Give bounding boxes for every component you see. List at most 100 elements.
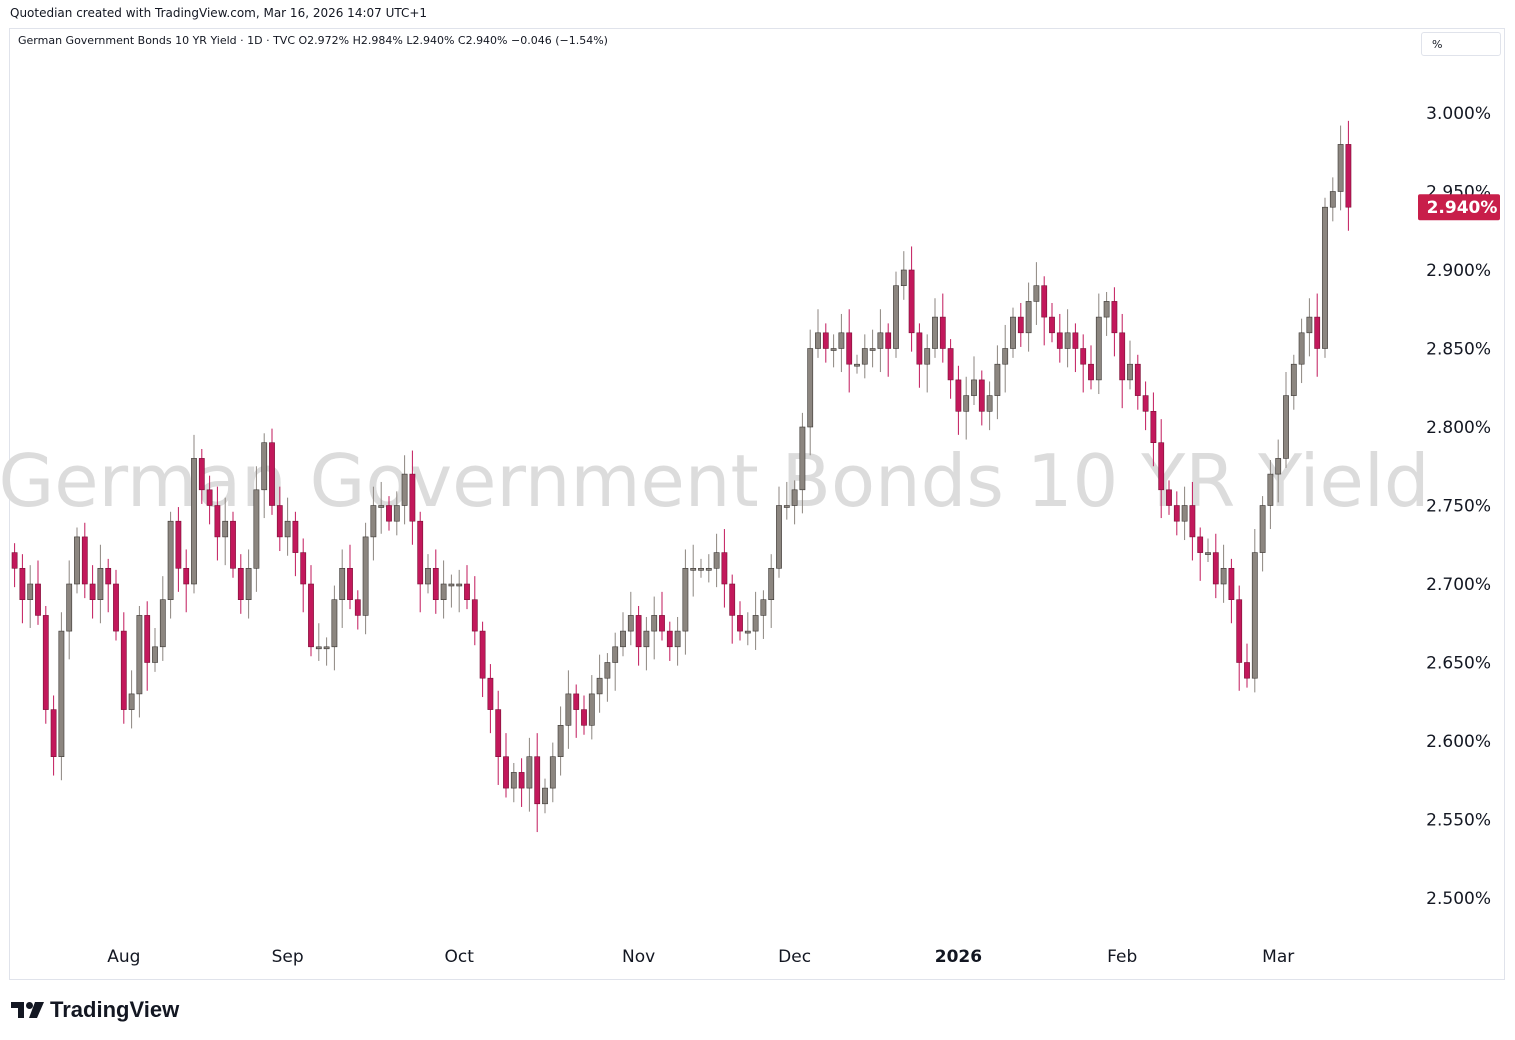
candle-body[interactable] <box>643 630 650 648</box>
candle-body[interactable] <box>378 505 385 508</box>
candle-body[interactable] <box>752 615 759 632</box>
candle-body[interactable] <box>81 536 88 585</box>
candle-body[interactable] <box>1088 363 1094 381</box>
candle-body[interactable] <box>183 567 190 585</box>
candle-body[interactable] <box>97 567 104 600</box>
candle-body[interactable] <box>690 567 697 571</box>
candle-body[interactable] <box>518 772 525 789</box>
candle-body[interactable] <box>893 285 899 349</box>
candle-body[interactable] <box>854 363 860 367</box>
candle-body[interactable] <box>776 505 782 569</box>
candle-body[interactable] <box>651 615 658 632</box>
candle-body[interactable] <box>74 536 80 585</box>
candle-body[interactable] <box>1337 144 1344 192</box>
candle-body[interactable] <box>807 348 814 428</box>
candle-body[interactable] <box>1306 316 1313 334</box>
candle-body[interactable] <box>1329 191 1336 208</box>
candle-body[interactable] <box>596 677 603 695</box>
candle-body[interactable] <box>705 567 712 571</box>
candle-body[interactable] <box>908 269 915 334</box>
candle-body[interactable] <box>58 630 65 757</box>
candle-body[interactable] <box>1173 505 1180 522</box>
candle-body[interactable] <box>760 599 767 616</box>
candle-body[interactable] <box>1072 332 1079 349</box>
candle-body[interactable] <box>27 583 34 600</box>
candle-body[interactable] <box>573 693 580 710</box>
candle-body[interactable] <box>276 505 283 538</box>
candle-body[interactable] <box>510 772 517 789</box>
candle-body[interactable] <box>1189 505 1196 538</box>
candle-body[interactable] <box>1025 301 1032 334</box>
candle-body[interactable] <box>113 583 119 632</box>
candle-body[interactable] <box>159 599 166 648</box>
candle-body[interactable] <box>666 630 673 648</box>
candle-body[interactable] <box>1228 567 1235 600</box>
candle-body[interactable] <box>1158 442 1165 491</box>
candle-body[interactable] <box>464 583 470 600</box>
candle-body[interactable] <box>1002 348 1009 365</box>
candle-body[interactable] <box>526 756 533 789</box>
candle-body[interactable] <box>1197 536 1204 553</box>
candle-body[interactable] <box>308 583 314 648</box>
candle-body[interactable] <box>971 379 977 396</box>
candle-body[interactable] <box>1033 285 1040 302</box>
candle-body[interactable] <box>50 709 57 757</box>
candle-body[interactable] <box>635 615 642 648</box>
candle-body[interactable] <box>947 348 954 381</box>
candle-body[interactable] <box>432 567 439 600</box>
candle-body[interactable] <box>331 599 338 648</box>
candle-body[interactable] <box>861 348 868 365</box>
candle-body[interactable] <box>136 615 143 695</box>
candle-body[interactable] <box>11 552 18 569</box>
candle-body[interactable] <box>237 567 244 600</box>
candle-body[interactable] <box>1251 552 1258 679</box>
candle-body[interactable] <box>1103 301 1110 318</box>
candle-body[interactable] <box>1345 144 1352 208</box>
candle-body[interactable] <box>939 316 946 349</box>
candle-body[interactable] <box>900 269 907 286</box>
candle-body[interactable] <box>495 709 502 757</box>
candle-body[interactable] <box>744 630 751 634</box>
candle-body[interactable] <box>175 520 182 569</box>
candle-body[interactable] <box>549 756 556 789</box>
candle-body[interactable] <box>261 442 268 491</box>
candle-body[interactable] <box>1283 395 1289 459</box>
candle-body[interactable] <box>1322 206 1328 349</box>
candle-body[interactable] <box>815 332 821 349</box>
candle-body[interactable] <box>1119 332 1126 381</box>
candle-body[interactable] <box>1298 332 1305 365</box>
candle-body[interactable] <box>1017 316 1024 334</box>
tradingview-brand[interactable]: TradingView <box>11 997 179 1023</box>
candle-body[interactable] <box>253 489 260 569</box>
candle-body[interactable] <box>838 332 845 349</box>
candle-body[interactable] <box>144 615 151 663</box>
candle-body[interactable] <box>565 693 572 726</box>
candle-body[interactable] <box>471 599 478 632</box>
candle-body[interactable] <box>822 332 829 349</box>
candle-body[interactable] <box>620 630 626 648</box>
candle-body[interactable] <box>42 615 49 710</box>
price-axis[interactable]: 3.000%2.950%2.900%2.850%2.800%2.750%2.70… <box>1426 104 1491 909</box>
candle-body[interactable] <box>1127 363 1133 381</box>
candle-body[interactable] <box>503 756 509 789</box>
candle-body[interactable] <box>206 489 213 506</box>
candle-body[interactable] <box>885 332 892 349</box>
candle-body[interactable] <box>425 567 431 585</box>
candle-body[interactable] <box>1095 316 1102 381</box>
candle-body[interactable] <box>347 567 353 600</box>
candle-body[interactable] <box>1267 473 1274 506</box>
candle-body[interactable] <box>986 395 993 412</box>
candle-body[interactable] <box>89 583 96 600</box>
candle-body[interactable] <box>963 395 970 412</box>
candle-body[interactable] <box>916 332 923 365</box>
candle-body[interactable] <box>659 615 665 632</box>
candle-body[interactable] <box>214 505 221 538</box>
candle-body[interactable] <box>370 505 377 538</box>
candle-body[interactable] <box>955 379 962 412</box>
candle-body[interactable] <box>128 693 135 710</box>
candle-body[interactable] <box>682 567 689 632</box>
candle-body[interactable] <box>588 693 595 726</box>
candle-body[interactable] <box>1142 395 1149 412</box>
candle-body[interactable] <box>581 709 587 726</box>
candle-body[interactable] <box>401 473 408 506</box>
